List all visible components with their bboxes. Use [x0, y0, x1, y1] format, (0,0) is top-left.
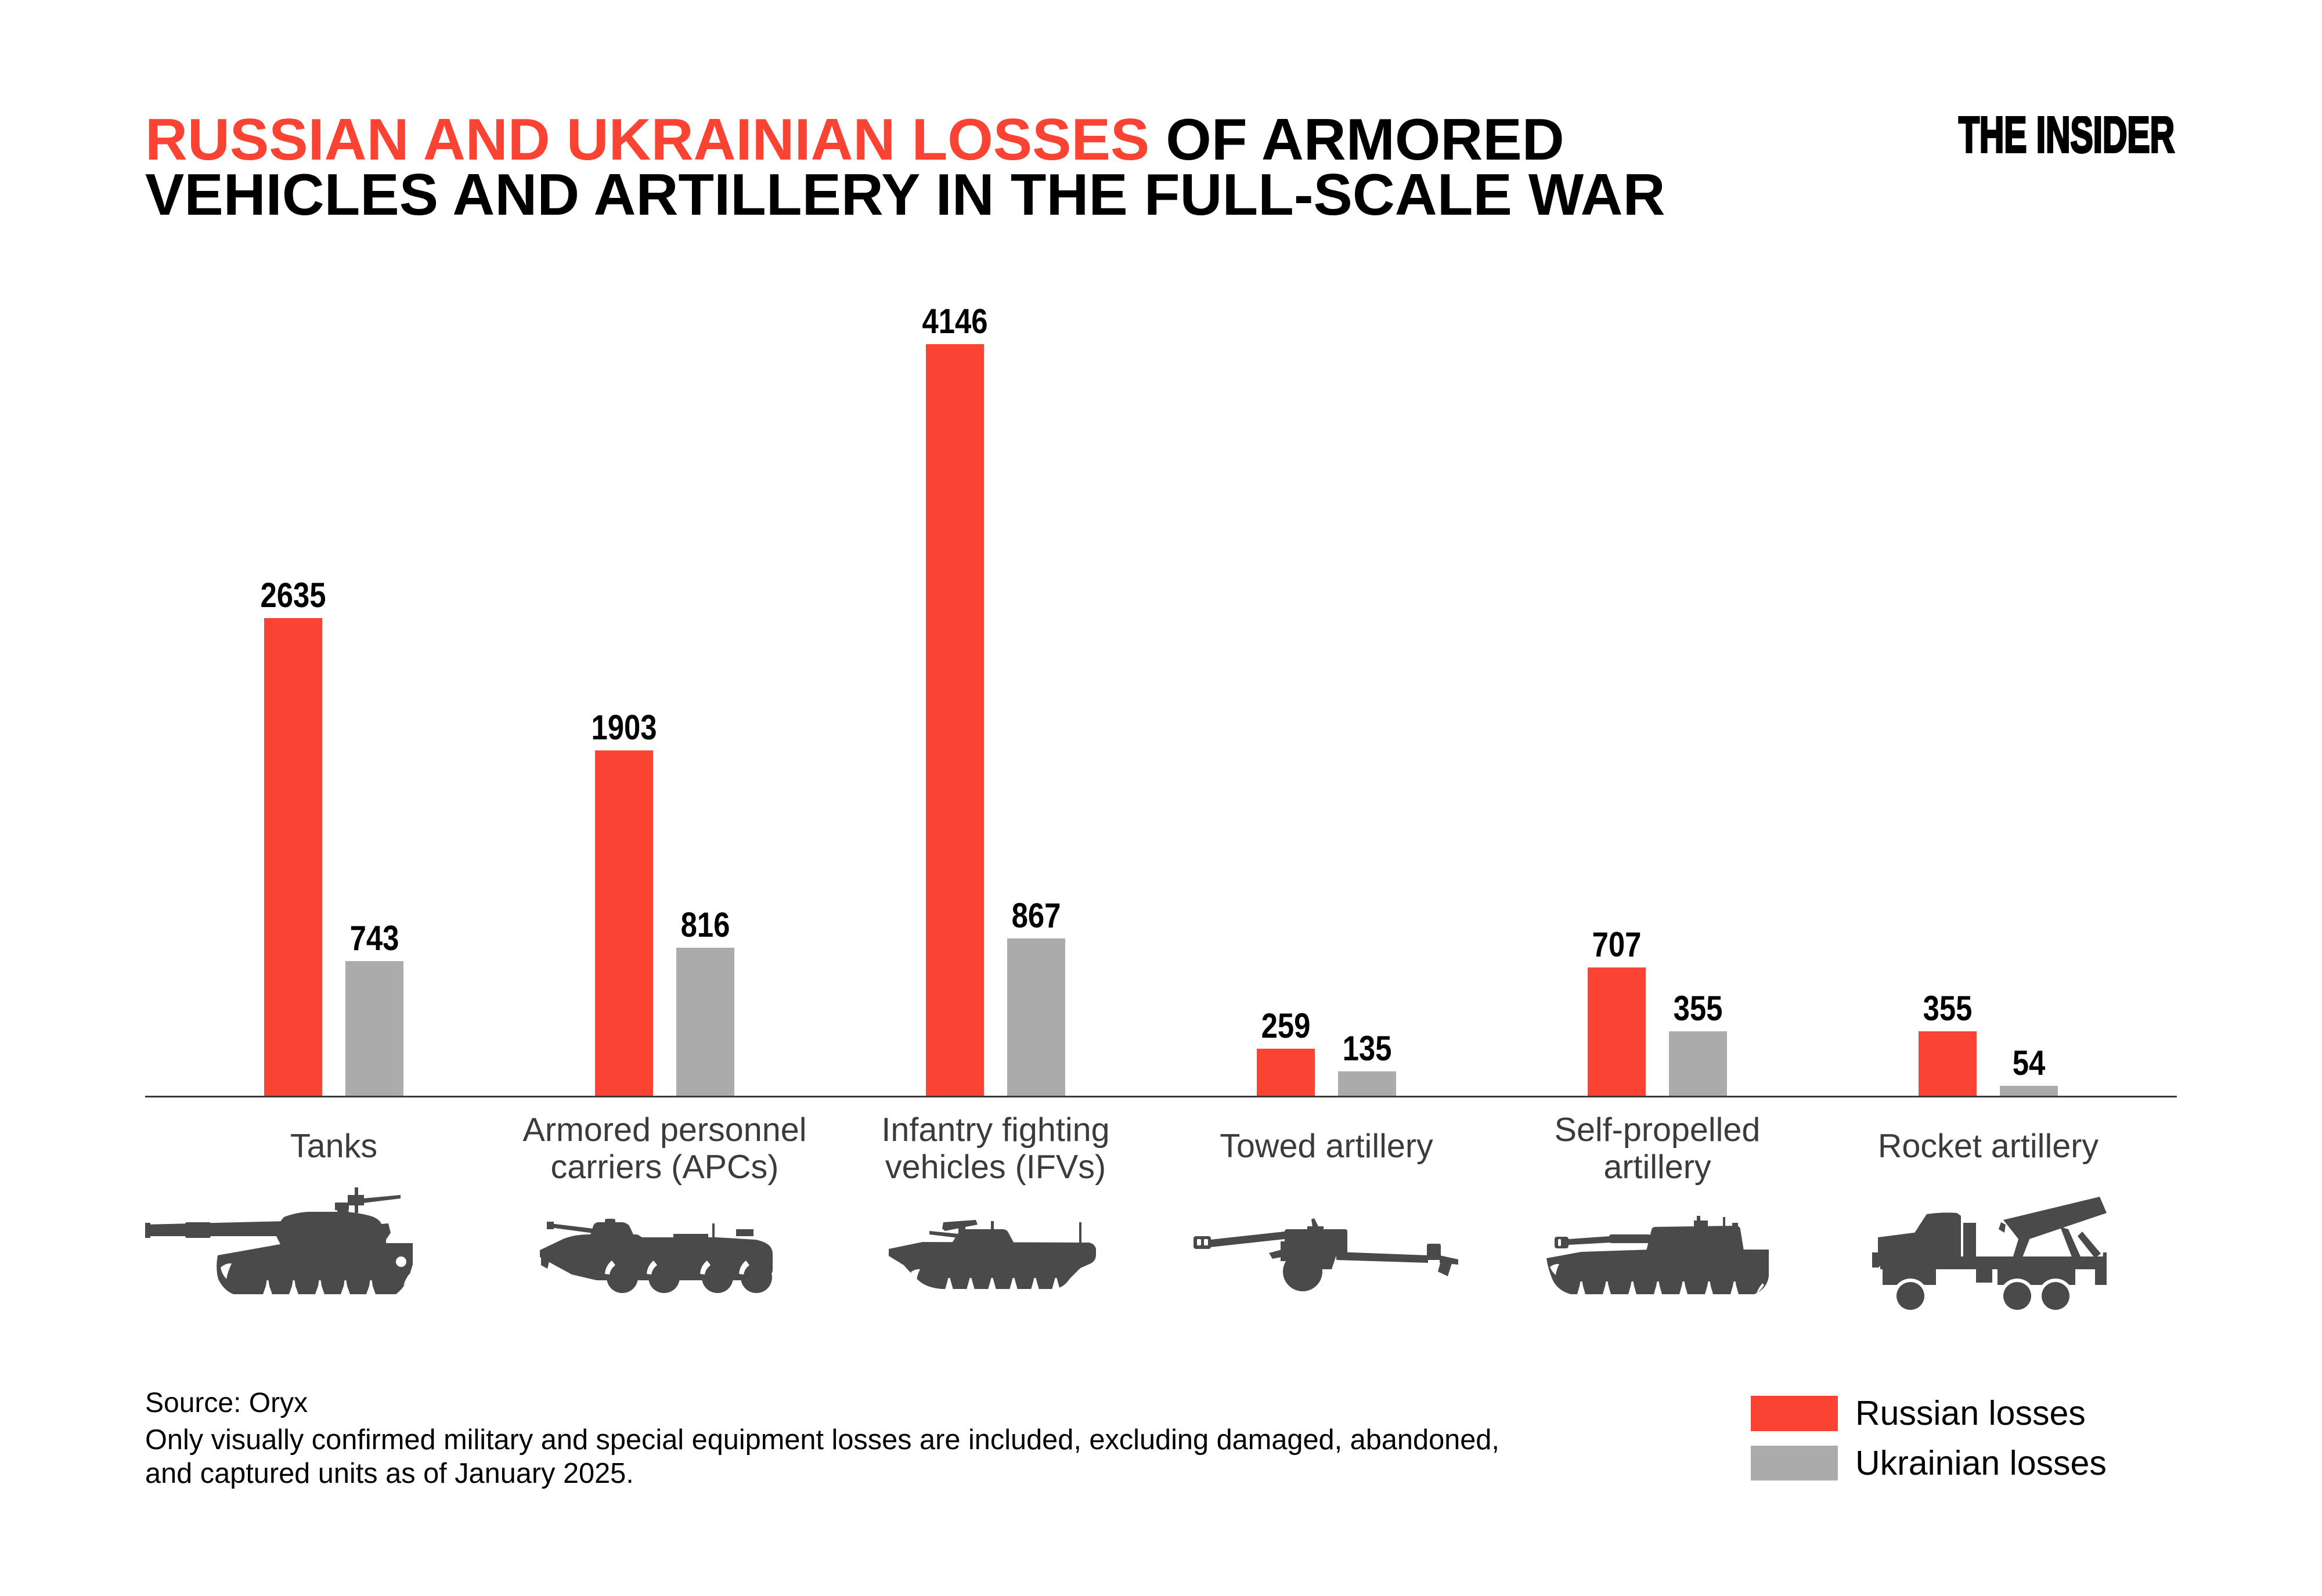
svg-text:THE INSIDER: THE INSIDER [1959, 116, 2175, 157]
